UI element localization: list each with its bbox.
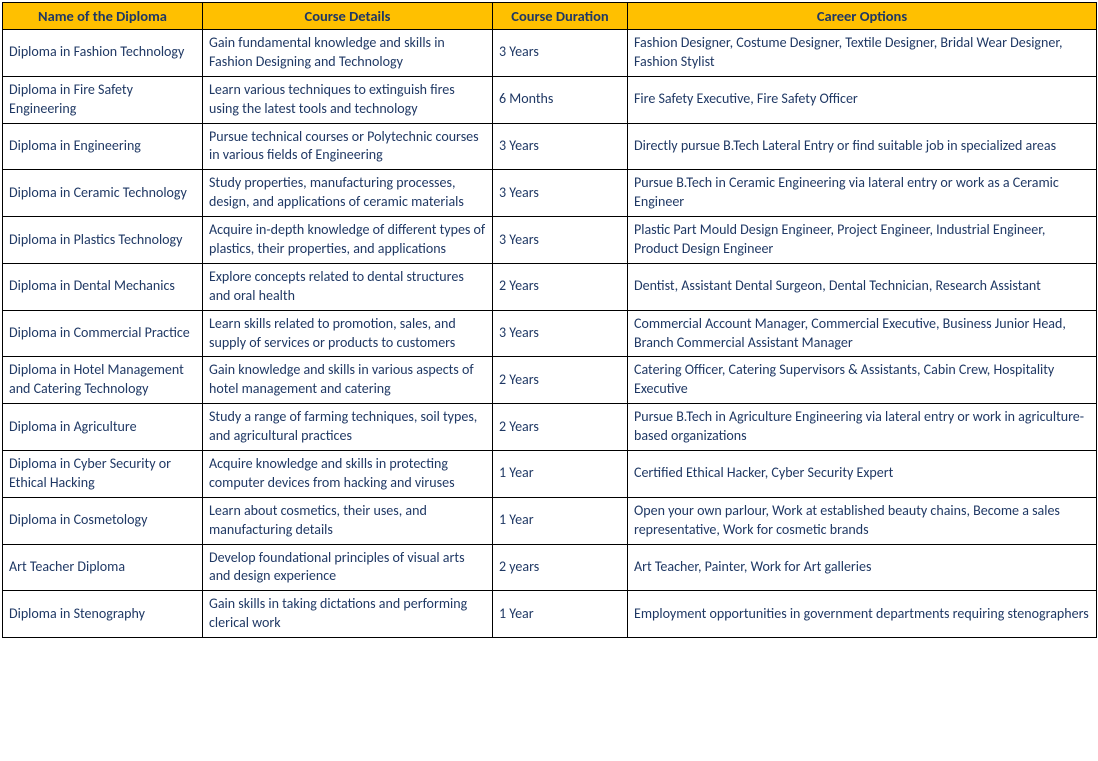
header-name: Name of the Diploma [3, 3, 203, 30]
cell-diploma-name: Diploma in Fashion Technology [3, 30, 203, 77]
cell-career-options: Open your own parlour, Work at establish… [628, 497, 1097, 544]
table-row: Diploma in Hotel Management and Catering… [3, 357, 1097, 404]
cell-diploma-name: Diploma in Commercial Practice [3, 310, 203, 357]
cell-course-details: Explore concepts related to dental struc… [203, 263, 493, 310]
header-details: Course Details [203, 3, 493, 30]
cell-course-details: Learn about cosmetics, their uses, and m… [203, 497, 493, 544]
cell-course-details: Acquire in-depth knowledge of different … [203, 217, 493, 264]
table-body: Diploma in Fashion TechnologyGain fundam… [3, 30, 1097, 638]
table-row: Diploma in StenographyGain skills in tak… [3, 591, 1097, 638]
cell-diploma-name: Diploma in Cyber Security or Ethical Hac… [3, 451, 203, 498]
cell-diploma-name: Art Teacher Diploma [3, 544, 203, 591]
cell-career-options: Plastic Part Mould Design Engineer, Proj… [628, 217, 1097, 264]
table-row: Diploma in AgricultureStudy a range of f… [3, 404, 1097, 451]
cell-career-options: Fire Safety Executive, Fire Safety Offic… [628, 76, 1097, 123]
cell-course-duration: 2 Years [493, 404, 628, 451]
cell-course-duration: 3 Years [493, 310, 628, 357]
cell-course-details: Study a range of farming techniques, soi… [203, 404, 493, 451]
cell-career-options: Catering Officer, Catering Supervisors &… [628, 357, 1097, 404]
cell-course-duration: 2 years [493, 544, 628, 591]
cell-course-duration: 3 Years [493, 170, 628, 217]
diploma-table: Name of the Diploma Course Details Cours… [2, 2, 1097, 638]
cell-course-details: Study properties, manufacturing processe… [203, 170, 493, 217]
header-row: Name of the Diploma Course Details Cours… [3, 3, 1097, 30]
cell-course-duration: 1 Year [493, 497, 628, 544]
cell-diploma-name: Diploma in Fire Safety Engineering [3, 76, 203, 123]
cell-course-details: Acquire knowledge and skills in protecti… [203, 451, 493, 498]
cell-course-details: Pursue technical courses or Polytechnic … [203, 123, 493, 170]
cell-career-options: Art Teacher, Painter, Work for Art galle… [628, 544, 1097, 591]
cell-diploma-name: Diploma in Dental Mechanics [3, 263, 203, 310]
table-row: Diploma in Dental MechanicsExplore conce… [3, 263, 1097, 310]
table-row: Diploma in CosmetologyLearn about cosmet… [3, 497, 1097, 544]
cell-career-options: Employment opportunities in government d… [628, 591, 1097, 638]
table-row: Diploma in Fashion TechnologyGain fundam… [3, 30, 1097, 77]
cell-diploma-name: Diploma in Stenography [3, 591, 203, 638]
cell-diploma-name: Diploma in Engineering [3, 123, 203, 170]
cell-course-details: Gain fundamental knowledge and skills in… [203, 30, 493, 77]
cell-course-duration: 1 Year [493, 591, 628, 638]
cell-career-options: Directly pursue B.Tech Lateral Entry or … [628, 123, 1097, 170]
cell-course-details: Gain knowledge and skills in various asp… [203, 357, 493, 404]
cell-career-options: Dentist, Assistant Dental Surgeon, Denta… [628, 263, 1097, 310]
cell-career-options: Pursue B.Tech in Agriculture Engineering… [628, 404, 1097, 451]
table-row: Diploma in Ceramic TechnologyStudy prope… [3, 170, 1097, 217]
table-row: Diploma in Cyber Security or Ethical Hac… [3, 451, 1097, 498]
cell-career-options: Pursue B.Tech in Ceramic Engineering via… [628, 170, 1097, 217]
cell-diploma-name: Diploma in Ceramic Technology [3, 170, 203, 217]
cell-course-details: Develop foundational principles of visua… [203, 544, 493, 591]
cell-diploma-name: Diploma in Cosmetology [3, 497, 203, 544]
cell-course-duration: 3 Years [493, 123, 628, 170]
cell-course-details: Learn skills related to promotion, sales… [203, 310, 493, 357]
table-row: Diploma in Plastics TechnologyAcquire in… [3, 217, 1097, 264]
cell-course-duration: 2 Years [493, 263, 628, 310]
cell-course-duration: 3 Years [493, 217, 628, 264]
cell-course-details: Gain skills in taking dictations and per… [203, 591, 493, 638]
table-row: Diploma in Commercial PracticeLearn skil… [3, 310, 1097, 357]
cell-course-duration: 1 Year [493, 451, 628, 498]
header-duration: Course Duration [493, 3, 628, 30]
table-row: Diploma in Fire Safety EngineeringLearn … [3, 76, 1097, 123]
table-header: Name of the Diploma Course Details Cours… [3, 3, 1097, 30]
cell-course-details: Learn various techniques to extinguish f… [203, 76, 493, 123]
table-row: Art Teacher DiplomaDevelop foundational … [3, 544, 1097, 591]
header-career: Career Options [628, 3, 1097, 30]
cell-course-duration: 6 Months [493, 76, 628, 123]
cell-diploma-name: Diploma in Plastics Technology [3, 217, 203, 264]
cell-career-options: Fashion Designer, Costume Designer, Text… [628, 30, 1097, 77]
cell-course-duration: 3 Years [493, 30, 628, 77]
cell-diploma-name: Diploma in Agriculture [3, 404, 203, 451]
cell-career-options: Commercial Account Manager, Commercial E… [628, 310, 1097, 357]
cell-career-options: Certified Ethical Hacker, Cyber Security… [628, 451, 1097, 498]
cell-course-duration: 2 Years [493, 357, 628, 404]
cell-diploma-name: Diploma in Hotel Management and Catering… [3, 357, 203, 404]
table-row: Diploma in EngineeringPursue technical c… [3, 123, 1097, 170]
